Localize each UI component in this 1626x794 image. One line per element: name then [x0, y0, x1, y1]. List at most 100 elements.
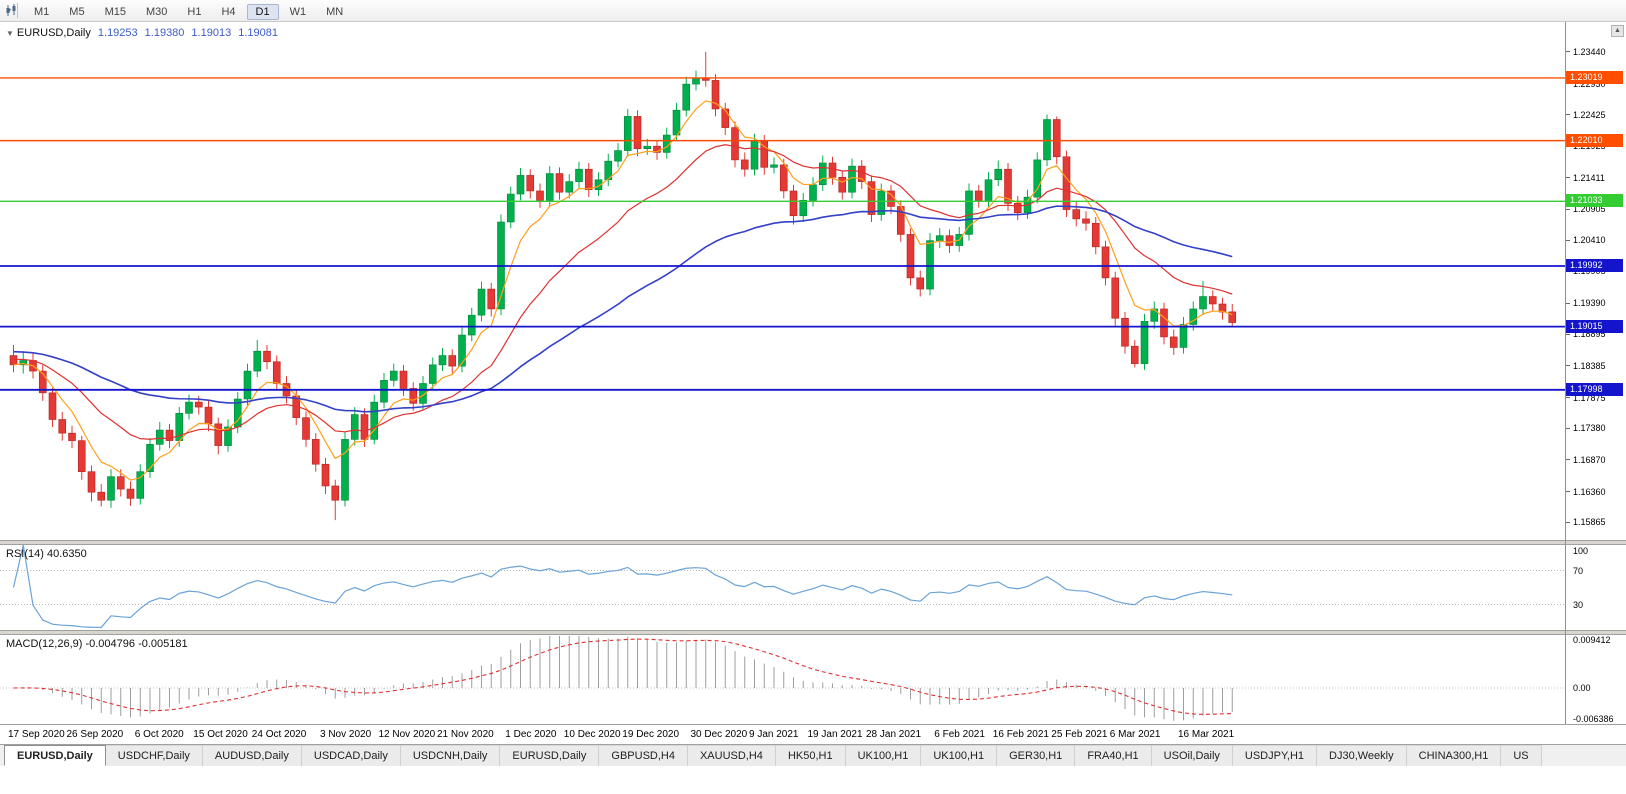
hline-price-tag: 1.17998: [1566, 382, 1623, 396]
price-tick-mark: [1566, 51, 1570, 53]
symbol-tab-9[interactable]: UK100,H1: [845, 745, 922, 766]
symbol-tab-16[interactable]: CHINA300,H1: [1406, 745, 1502, 766]
price-tick-label: 1.20410: [1573, 235, 1606, 245]
ohlc-low: 1.19013: [191, 27, 232, 39]
date-axis-label: 9 Jan 2021: [749, 729, 799, 740]
symbol-tab-2[interactable]: AUDUSD,Daily: [202, 745, 302, 766]
hline-price-tag: 1.19992: [1566, 259, 1623, 272]
collapse-icon[interactable]: ▼: [6, 29, 14, 38]
toolbar-separator: [17, 3, 19, 18]
price-tick-mark: [1566, 208, 1570, 210]
macd-tick-label: -0.006386: [1573, 714, 1614, 724]
price-tick-label: 1.19390: [1573, 298, 1606, 309]
timeframe-button-H1[interactable]: H1: [187, 5, 202, 18]
date-axis-label: 26 Sep 2020: [66, 729, 124, 740]
ohlc-open: 1.19253: [97, 27, 138, 39]
rsi-chart[interactable]: [0, 545, 1565, 630]
price-tick-label: 1.21411: [1573, 172, 1605, 183]
hline-price-tag: 1.22010: [1566, 133, 1623, 147]
rsi-tick-label: 30: [1573, 599, 1584, 610]
timeframe-button-D1[interactable]: D1: [246, 3, 279, 20]
timeframe-button-M1[interactable]: M1: [34, 5, 50, 18]
rsi-tick-label: 100: [1573, 546, 1589, 556]
timeframe-button-M15[interactable]: M15: [104, 5, 126, 18]
timeframe-button-H4[interactable]: H4: [221, 5, 236, 18]
symbol-tab-14[interactable]: USDJPY,H1: [1232, 745, 1318, 766]
date-axis-label: 15 Oct 2020: [193, 729, 248, 740]
date-axis-label: 16 Feb 2021: [992, 729, 1049, 740]
price-tick-label: 1.15865: [1573, 517, 1606, 528]
timeframe-button-M5[interactable]: M5: [69, 5, 85, 18]
date-axis-label: 6 Mar 2021: [1109, 729, 1161, 740]
date-axis[interactable]: 17 Sep 2020 26 Sep 2020 6 Oct 2020 15 Oct 2…: [0, 724, 1626, 744]
price-tick-mark: [1566, 491, 1570, 493]
price-tick-label: 1.22425: [1573, 109, 1606, 120]
price-tick-mark: [1566, 239, 1570, 241]
price-tick-mark: [1566, 397, 1570, 398]
macd-indicator-label: MACD(12,26,9) -0.004796 -0.005181: [6, 638, 188, 650]
date-axis-label: 10 Dec 2020: [563, 729, 621, 740]
date-axis-label: 3 Nov 2020: [320, 729, 372, 740]
ohlc-close: 1.19081: [238, 27, 278, 39]
price-tick-mark: [1566, 333, 1570, 335]
date-axis-label: 25 Feb 2021: [1051, 729, 1108, 740]
date-axis-label: 16 Mar 2021: [1178, 729, 1235, 740]
panel-splitter-macd[interactable]: [0, 630, 1626, 635]
symbol-tab-11[interactable]: GER30,H1: [997, 745, 1076, 766]
price-tick-mark: [1566, 427, 1570, 429]
date-axis-label: 12 Nov 2020: [378, 729, 436, 740]
scroll-up-button[interactable]: ▲: [1611, 25, 1624, 37]
rsi-indicator-label: RSI(14) 40.6350: [6, 548, 87, 560]
chart-title: ▼ EURUSD,Daily 1.19253 1.19380 1.19013 1.1908…: [6, 27, 278, 39]
price-axis[interactable]: 1.234401.229301.224251.219251.214111.209…: [1566, 22, 1626, 540]
symbol-tab-6[interactable]: GBPUSD,H4: [599, 745, 688, 766]
price-tick-label: 1.17380: [1573, 423, 1606, 434]
date-axis-label: 30 Dec 2020: [690, 729, 748, 740]
price-tick-label: 1.17875: [1573, 392, 1606, 403]
timeframe-button-group: M1 M5 M15 M30 H1 H4 D1 W1 MN: [24, 2, 353, 20]
symbol-tab-8[interactable]: HK50,H1: [775, 745, 846, 766]
symbol-tab-10[interactable]: UK100,H1: [921, 745, 998, 766]
timeframe-button-MN[interactable]: MN: [326, 5, 344, 18]
candlestick-chart[interactable]: [0, 22, 1565, 540]
symbol-tab-1[interactable]: USDCHF,Daily: [105, 745, 203, 766]
symbol-tab-7[interactable]: XAUUSD,H4: [687, 745, 776, 766]
axis-separator: [1565, 22, 1566, 724]
hline-price-tag: 1.21033: [1566, 194, 1623, 208]
macd-chart[interactable]: [0, 635, 1565, 724]
symbol-tab-5[interactable]: EURUSD,Daily: [500, 745, 600, 766]
panel-splitter-rsi[interactable]: [0, 540, 1626, 545]
date-axis-label: 19 Jan 2021: [807, 729, 863, 740]
symbol-name: EURUSD,Daily: [16, 27, 91, 39]
price-tick-mark: [1566, 521, 1570, 523]
date-axis-label: 21 Nov 2020: [437, 729, 494, 740]
symbol-tab-12[interactable]: FRA40,H1: [1075, 745, 1152, 766]
price-tick-label: 1.16870: [1573, 454, 1606, 465]
price-tick-label: 1.18895: [1573, 329, 1606, 340]
date-axis-label: 6 Feb 2021: [934, 729, 985, 740]
hline-price-tag: 1.19015: [1566, 319, 1623, 333]
symbol-tab-3[interactable]: USDCAD,Daily: [301, 745, 401, 766]
price-tick-label: 1.23440: [1573, 46, 1606, 57]
symbol-tab-4[interactable]: USDCNH,Daily: [400, 745, 501, 766]
price-tick-label: 1.16360: [1573, 486, 1606, 497]
macd-tick-label: 0.009412: [1573, 635, 1611, 645]
price-tick-mark: [1566, 302, 1570, 304]
macd-axis[interactable]: 0.009412 0.00 -0.006386: [1566, 635, 1626, 724]
symbol-tab-0[interactable]: EURUSD,Daily: [4, 745, 106, 766]
symbol-tab-17[interactable]: US: [1501, 745, 1542, 766]
price-tick-mark: [1566, 177, 1570, 179]
price-tick-mark: [1566, 365, 1570, 367]
rsi-tick-label: 70: [1573, 565, 1584, 576]
timeframe-button-W1[interactable]: W1: [289, 5, 307, 18]
chart-tab-bar: EURUSD,Daily USDCHF,Daily AUDUSD,Daily USDC…: [0, 744, 1626, 766]
symbol-tab-15[interactable]: DJ30,Weekly: [1317, 745, 1407, 766]
ohlc-high: 1.19380: [144, 27, 185, 39]
price-tick-label: 1.20905: [1573, 204, 1606, 215]
price-tick-mark: [1566, 114, 1570, 116]
date-axis-label: 19 Dec 2020: [622, 729, 680, 740]
rsi-axis[interactable]: 100 70 30: [1566, 545, 1626, 630]
symbol-tab-13[interactable]: USOil,Daily: [1151, 745, 1233, 766]
timeframe-button-M30[interactable]: M30: [145, 5, 168, 18]
